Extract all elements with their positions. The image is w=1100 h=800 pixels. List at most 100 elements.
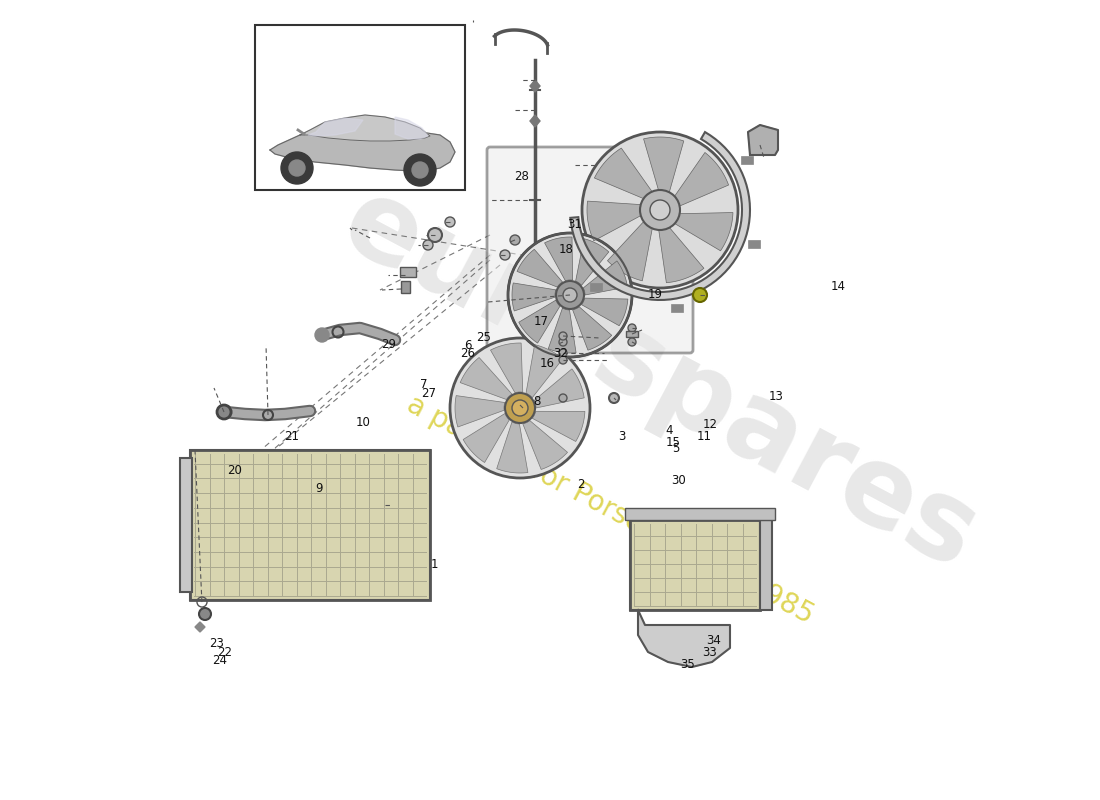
Circle shape — [505, 393, 535, 423]
Text: 6: 6 — [464, 339, 471, 352]
Text: eurospares: eurospares — [324, 168, 996, 592]
Polygon shape — [455, 395, 505, 427]
Text: 11: 11 — [696, 430, 712, 442]
Bar — [740, 156, 752, 164]
Bar — [626, 331, 638, 337]
Polygon shape — [530, 115, 540, 127]
Polygon shape — [575, 238, 608, 286]
Text: 15: 15 — [666, 436, 681, 449]
Polygon shape — [548, 308, 576, 353]
Circle shape — [199, 608, 211, 620]
Polygon shape — [583, 261, 627, 295]
Text: 33: 33 — [702, 646, 717, 658]
Polygon shape — [570, 132, 750, 300]
Text: 23: 23 — [209, 637, 224, 650]
Polygon shape — [573, 307, 612, 350]
FancyBboxPatch shape — [487, 147, 693, 353]
Circle shape — [559, 349, 566, 357]
Polygon shape — [594, 148, 653, 199]
Polygon shape — [395, 117, 428, 139]
Circle shape — [693, 288, 707, 302]
Polygon shape — [463, 414, 509, 462]
Circle shape — [559, 332, 566, 340]
Circle shape — [556, 281, 584, 309]
Text: 24: 24 — [212, 654, 228, 666]
Circle shape — [500, 250, 510, 260]
Bar — [180, 458, 192, 592]
Text: 5: 5 — [672, 442, 679, 454]
Text: 1: 1 — [431, 558, 438, 570]
Circle shape — [412, 162, 428, 178]
Polygon shape — [497, 422, 528, 473]
Polygon shape — [644, 137, 684, 194]
Text: 28: 28 — [514, 170, 529, 182]
Text: 22: 22 — [217, 646, 232, 658]
Circle shape — [428, 228, 442, 242]
Bar — [630, 520, 760, 610]
Text: 8: 8 — [534, 395, 540, 408]
Polygon shape — [522, 421, 568, 470]
Circle shape — [508, 233, 632, 357]
Bar — [190, 450, 430, 600]
Text: 18: 18 — [559, 243, 574, 256]
Polygon shape — [512, 283, 556, 311]
Polygon shape — [300, 115, 430, 141]
Text: 29: 29 — [381, 338, 396, 350]
Polygon shape — [530, 80, 540, 92]
Polygon shape — [519, 300, 560, 343]
Text: 26: 26 — [460, 347, 475, 360]
Text: 34: 34 — [706, 634, 722, 646]
Polygon shape — [491, 343, 522, 393]
Text: 25: 25 — [476, 331, 492, 344]
Polygon shape — [517, 250, 562, 287]
Bar — [402, 281, 410, 293]
Text: 10: 10 — [355, 416, 371, 429]
Text: 31: 31 — [566, 218, 582, 230]
Circle shape — [446, 217, 455, 227]
Text: 27: 27 — [421, 387, 437, 400]
Bar — [748, 240, 760, 248]
Text: 35: 35 — [680, 658, 695, 670]
Circle shape — [404, 154, 436, 186]
Text: 19: 19 — [648, 288, 663, 301]
Circle shape — [218, 405, 232, 419]
Text: 17: 17 — [534, 315, 549, 328]
Bar — [625, 508, 776, 520]
Polygon shape — [195, 622, 205, 632]
Polygon shape — [460, 358, 512, 399]
Text: 30: 30 — [671, 474, 686, 486]
Bar — [671, 305, 683, 313]
Circle shape — [280, 152, 314, 184]
Bar — [190, 450, 430, 600]
Text: 14: 14 — [830, 280, 846, 293]
Circle shape — [628, 338, 636, 346]
Circle shape — [559, 356, 566, 364]
Circle shape — [563, 288, 578, 302]
Polygon shape — [532, 411, 585, 442]
Polygon shape — [673, 213, 733, 251]
Circle shape — [609, 393, 619, 403]
Text: 3: 3 — [618, 430, 625, 442]
Text: 13: 13 — [769, 390, 784, 402]
Circle shape — [582, 132, 738, 288]
Bar — [760, 520, 772, 610]
Text: 21: 21 — [284, 430, 299, 442]
Text: 12: 12 — [703, 418, 718, 430]
Bar — [400, 267, 416, 277]
Circle shape — [424, 240, 433, 250]
Polygon shape — [607, 220, 652, 281]
Bar — [630, 520, 760, 610]
Polygon shape — [659, 226, 704, 282]
Circle shape — [640, 190, 680, 230]
Circle shape — [289, 160, 305, 176]
Text: a passion for Porsche since 1985: a passion for Porsche since 1985 — [402, 390, 818, 630]
Text: 16: 16 — [539, 358, 554, 370]
Text: 9: 9 — [316, 482, 322, 494]
Polygon shape — [748, 125, 778, 155]
Text: 4: 4 — [666, 424, 672, 437]
Circle shape — [450, 338, 590, 478]
Circle shape — [628, 324, 636, 332]
Circle shape — [315, 328, 329, 342]
Text: 20: 20 — [227, 464, 242, 477]
Polygon shape — [526, 345, 562, 398]
